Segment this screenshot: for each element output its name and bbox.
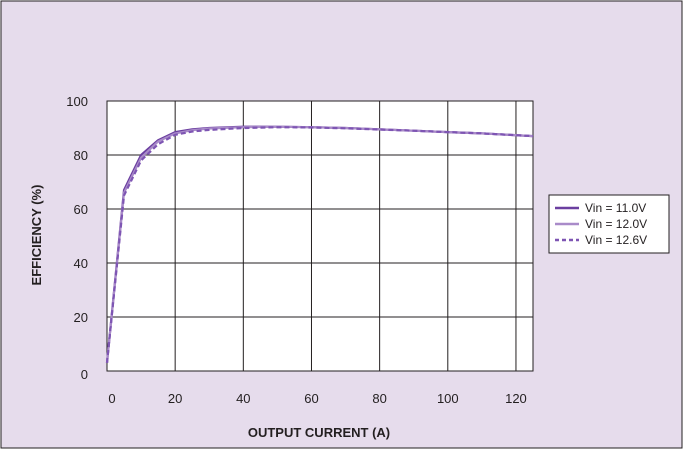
y-tick-label: 60 (74, 202, 88, 217)
legend-label-2: Vin = 12.0V (585, 217, 647, 231)
x-tick-label: 100 (437, 391, 459, 406)
y-tick-label: 40 (74, 256, 88, 271)
legend-label-3: Vin = 12.6V (585, 233, 647, 247)
x-tick-label: 80 (372, 391, 386, 406)
legend-label-1: Vin = 11.0V (585, 201, 646, 215)
x-tick-label: 0 (108, 391, 115, 406)
y-tick-label: 80 (74, 148, 88, 163)
x-tick-label: 120 (505, 391, 527, 406)
x-tick-label: 20 (168, 391, 182, 406)
y-tick-label: 100 (66, 94, 88, 109)
x-tick-label: 60 (304, 391, 318, 406)
x-tick-label: 40 (236, 391, 250, 406)
series-line-3 (105, 126, 534, 364)
y-tick-label: 20 (74, 310, 88, 325)
legend: Vin = 11.0V Vin = 12.0V Vin = 12.6V (548, 194, 670, 254)
y-tick-label: 0 (81, 367, 88, 382)
tick-labels: 0 20 40 60 80 100 120 0 20 40 60 80 100 (66, 94, 527, 406)
plot-area (106, 100, 534, 372)
series-lines (105, 125, 534, 364)
y-axis-title: EFFICIENCY (%) (29, 185, 44, 286)
x-axis-title: OUTPUT CURRENT (A) (248, 425, 390, 440)
grid-lines (107, 101, 533, 371)
